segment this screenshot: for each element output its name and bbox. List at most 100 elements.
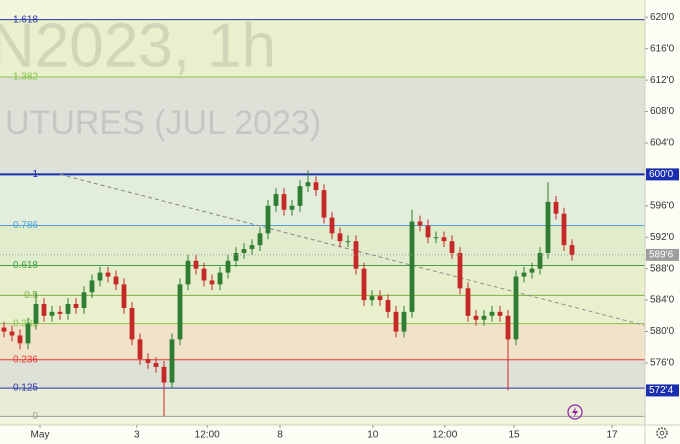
candle-body [497,311,503,316]
candle-body [457,252,463,289]
x-tick-label: 10 [367,430,379,441]
watermark: N2023, 1h [0,11,276,80]
candle-body [401,311,407,332]
gear-center[interactable] [659,430,665,436]
candle-body [193,260,199,269]
fib-band [0,359,645,389]
candle-body [209,280,215,285]
candle-body [529,268,535,273]
y-tick-label: 584'0 [650,295,675,306]
candle-body [121,284,127,308]
candle-body [241,249,247,253]
fib-label: 1 [32,169,38,180]
price-tag-label: 572'4 [649,385,674,396]
lightning-icon[interactable] [572,407,578,417]
price-tag [646,168,679,181]
candle-body [305,182,311,187]
candle-body [137,339,143,360]
candle-body [1,327,7,332]
y-tick-label: 576'0 [650,358,675,369]
fib-label: 0.236 [13,354,38,365]
candle-body [9,331,15,336]
candle-body [393,311,399,332]
candle-body [337,233,343,242]
candle-body [449,241,455,253]
candle-body [225,260,231,273]
candle-body [201,268,207,281]
lightning-button[interactable] [567,404,583,420]
candle-body [329,217,335,234]
candle-body [97,272,103,281]
lightning-circle[interactable] [567,404,583,420]
fib-band [0,295,645,324]
price-tag [646,384,679,397]
candle-body [129,307,135,340]
y-tick-label: 596'0 [650,200,675,211]
fib-band [0,76,645,175]
y-tick-label: 616'0 [650,43,675,54]
candle-body [265,205,271,234]
candle-body [473,315,479,320]
fib-label: 0.786 [13,220,38,231]
candle-body [361,268,367,301]
trendline [59,173,645,326]
candle-body [313,182,319,191]
candle-body [49,311,55,316]
candle-body [33,304,39,324]
candle-body [185,260,191,285]
candle-body [257,233,263,246]
y-tick-label: 620'0 [650,12,675,23]
y-tick-label: 580'0 [650,326,675,337]
candle-body [417,221,423,226]
candle-body [369,296,375,301]
candle-body [433,237,439,239]
candle-body [425,225,431,238]
candle-body [57,311,63,314]
candle-body [89,280,95,293]
candle-body [377,296,383,301]
price-axis [645,0,680,444]
candle-body [409,221,415,312]
candle-body [537,252,543,269]
candle-body [521,272,527,277]
price-tag-label: 589'6 [649,250,674,261]
x-tick-label: 8 [277,430,283,441]
y-tick-label: 604'0 [650,138,675,149]
fib-band [0,323,645,360]
fib-label: 0.5 [24,290,38,301]
settings-button[interactable] [656,427,668,439]
fib-label: 0 [32,411,38,422]
candle-body [489,311,495,316]
price-tag [646,248,679,261]
candle-body [297,186,303,206]
candle-body [289,205,295,210]
fib-label: 1.618 [13,14,38,25]
fib-band [0,19,645,77]
x-tick-label: 17 [606,430,618,441]
candle-body [561,213,567,246]
candle-body [505,315,511,340]
fib-label: 0.125 [13,383,38,394]
candle-body [73,304,79,308]
candle-body [161,366,167,383]
y-tick-label: 592'0 [650,232,675,243]
candle-body [41,304,47,316]
candle-body [465,288,471,316]
candle-body [217,272,223,285]
candle-body [545,201,551,253]
candle-body [281,194,287,210]
y-tick-label: 588'0 [650,263,675,274]
time-axis [0,425,680,444]
candle-body [153,362,159,367]
fib-band [0,225,645,266]
candle-body [321,190,327,218]
candle-body [385,300,391,312]
plot-area: N2023, 1h UTURES (JUL 2023) 1.618 1.382 1 0.7… [0,11,645,422]
fib-band [0,265,645,296]
candle-body [105,272,111,277]
fib-band [0,388,645,417]
candle-body [65,304,71,314]
gear-icon[interactable] [656,427,668,439]
